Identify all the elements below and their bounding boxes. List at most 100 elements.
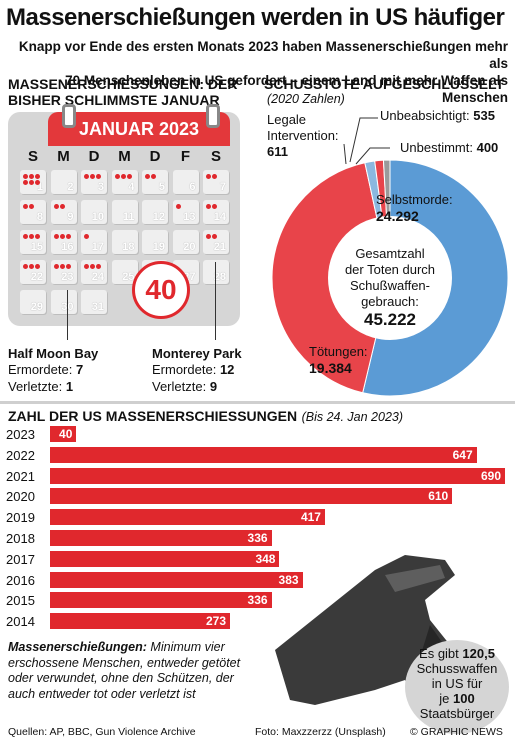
calendar-day-number: 15 xyxy=(30,241,43,253)
bar-2014: 273 xyxy=(50,613,231,630)
bar-2022: 647 xyxy=(50,446,477,463)
shooting-dot xyxy=(65,264,71,269)
weekday-header: S xyxy=(27,148,38,165)
photo-credit: Foto: Maxzzerzz (Unsplash) xyxy=(255,726,386,738)
calendar-day: 10 xyxy=(81,200,107,224)
monterey-park-stats: Monterey Park Ermordete: 12 Verletzte: 9 xyxy=(152,346,242,394)
shooting-dot xyxy=(126,174,132,179)
bar-2018: 336 xyxy=(50,530,272,546)
shooting-dot xyxy=(23,234,28,239)
weekday-header: M xyxy=(118,148,131,165)
calendar-day-number: 14 xyxy=(213,211,226,223)
calendar-day-number: 1 xyxy=(36,181,43,193)
shooting-dot xyxy=(29,180,34,185)
calendar-day: 7 xyxy=(203,170,229,194)
shooting-dot xyxy=(84,264,89,269)
weekday-header: D xyxy=(88,148,100,165)
calendar-day-number: 19 xyxy=(152,241,165,253)
shooting-dot xyxy=(145,174,150,179)
pie-label-undetermined: Unbestimmt: 400 xyxy=(400,140,499,155)
shooting-dot xyxy=(23,264,28,269)
weekday-header: S xyxy=(210,148,221,165)
calendar-day-number: 17 xyxy=(91,241,104,253)
shooting-dot xyxy=(53,264,59,269)
bar-year-label: 2023 xyxy=(6,427,35,442)
shooting-dot xyxy=(206,174,211,179)
weekday-header: F xyxy=(180,148,191,165)
shooting-dot xyxy=(84,234,89,239)
shooting-dot xyxy=(114,174,120,179)
shooting-dot xyxy=(175,204,181,209)
calendar-day: 18 xyxy=(111,230,138,254)
calendar-heading: MASSENERSCHIESSUNGEN: DER BISHER SCHLIMM… xyxy=(8,76,238,108)
leader-line xyxy=(67,290,68,340)
calendar-day-number: 5 xyxy=(158,181,165,193)
guns-per-capita-fact: Es gibt 120,5 Schusswaffen in US für je … xyxy=(405,640,509,734)
calendar-day-number: 13 xyxy=(183,211,196,223)
shooting-dot xyxy=(59,234,65,239)
calendar-day-number: 10 xyxy=(91,211,104,223)
page-title: Massenerschießungen werden in US häufige… xyxy=(6,4,505,31)
calendar-day: 6 xyxy=(172,170,199,194)
definition: Massenerschießungen: Minimum vier erscho… xyxy=(8,640,241,701)
shooting-dot xyxy=(35,180,40,185)
bar-year-label: 2022 xyxy=(6,447,35,463)
shooting-dot xyxy=(59,204,65,209)
calendar-day: 16 xyxy=(50,230,77,254)
pie-leader-lines xyxy=(343,117,390,165)
bar-year-label: 2015 xyxy=(6,593,35,609)
pie-label-accidental: Unbeabsichtigt: 535 xyxy=(380,108,495,123)
shooting-dot xyxy=(59,264,65,269)
bar-year-label: 2019 xyxy=(6,510,35,526)
shooting-dot xyxy=(35,174,40,179)
shooting-dot xyxy=(212,204,217,209)
calendar-grid: S M D M D F S 1 2 3 4 5 6 7 8 9 10 11 12 13 14 15 16 17 18 19 20 21… xyxy=(18,146,238,326)
calendar-day: 30 xyxy=(50,290,77,314)
calendar-ring-icon xyxy=(206,104,220,128)
calendar-day-number: 20 xyxy=(183,241,196,253)
calendar-day: 2 xyxy=(50,170,77,194)
bar-2020: 610 xyxy=(50,488,453,505)
bar-heading: ZAHL DER US MASSENERSCHIESSUNGEN (Bis 24… xyxy=(8,408,404,424)
calendar-day-number: 18 xyxy=(122,241,135,253)
calendar-day-number: 12 xyxy=(152,211,165,223)
pie-chart xyxy=(271,159,509,397)
calendar-day: 5 xyxy=(142,170,168,194)
calendar-day: 8 xyxy=(20,200,46,224)
weekday-header: M xyxy=(57,148,70,165)
shooting-dot xyxy=(23,180,28,185)
shooting-dot xyxy=(206,204,211,209)
bar-year-label: 2020 xyxy=(6,489,35,505)
calendar-day-number: 8 xyxy=(36,211,43,223)
shooting-dot xyxy=(212,174,217,179)
shooting-dot xyxy=(120,174,126,179)
bar-year-label: 2021 xyxy=(6,468,35,484)
calendar-day-number: 23 xyxy=(61,271,74,283)
calendar-day: 1 xyxy=(20,170,46,194)
calendar-day: 13 xyxy=(172,200,199,224)
divider xyxy=(0,401,515,404)
calendar-day: 24 xyxy=(81,260,107,284)
calendar-day-number: 28 xyxy=(213,271,226,283)
calendar-day-number: 6 xyxy=(189,181,196,193)
calendar-day-number: 4 xyxy=(128,181,135,193)
shooting-dot xyxy=(212,234,217,239)
shooting-dot xyxy=(96,174,101,179)
shooting-dot xyxy=(53,234,59,239)
subtitle: Knapp vor Ende des ersten Monats 2023 ha… xyxy=(10,38,508,106)
shooting-dot xyxy=(96,264,101,269)
shooting-dot xyxy=(29,234,34,239)
pie-center-label: Gesamtzahl der Toten durch Schußwaffen- … xyxy=(344,246,436,329)
calendar-day-number: 21 xyxy=(213,241,226,253)
calendar-day: 9 xyxy=(50,200,77,224)
calendar-day: 29 xyxy=(20,290,46,314)
calendar-day: 11 xyxy=(111,200,138,224)
calendar-day-number: 29 xyxy=(30,301,43,313)
pie-subheading: (2020 Zahlen) xyxy=(267,92,345,106)
leader-line xyxy=(215,262,216,340)
calendar-day-number: 7 xyxy=(219,181,226,193)
pie-heading: SCHUSSTOTE AUFGESCHLÜSSELT xyxy=(264,76,505,92)
shooting-dot xyxy=(65,234,71,239)
bar-2016: 383 xyxy=(50,571,303,588)
half-moon-bay-stats: Half Moon Bay Ermordete: 7 Verletzte: 1 xyxy=(8,346,99,394)
